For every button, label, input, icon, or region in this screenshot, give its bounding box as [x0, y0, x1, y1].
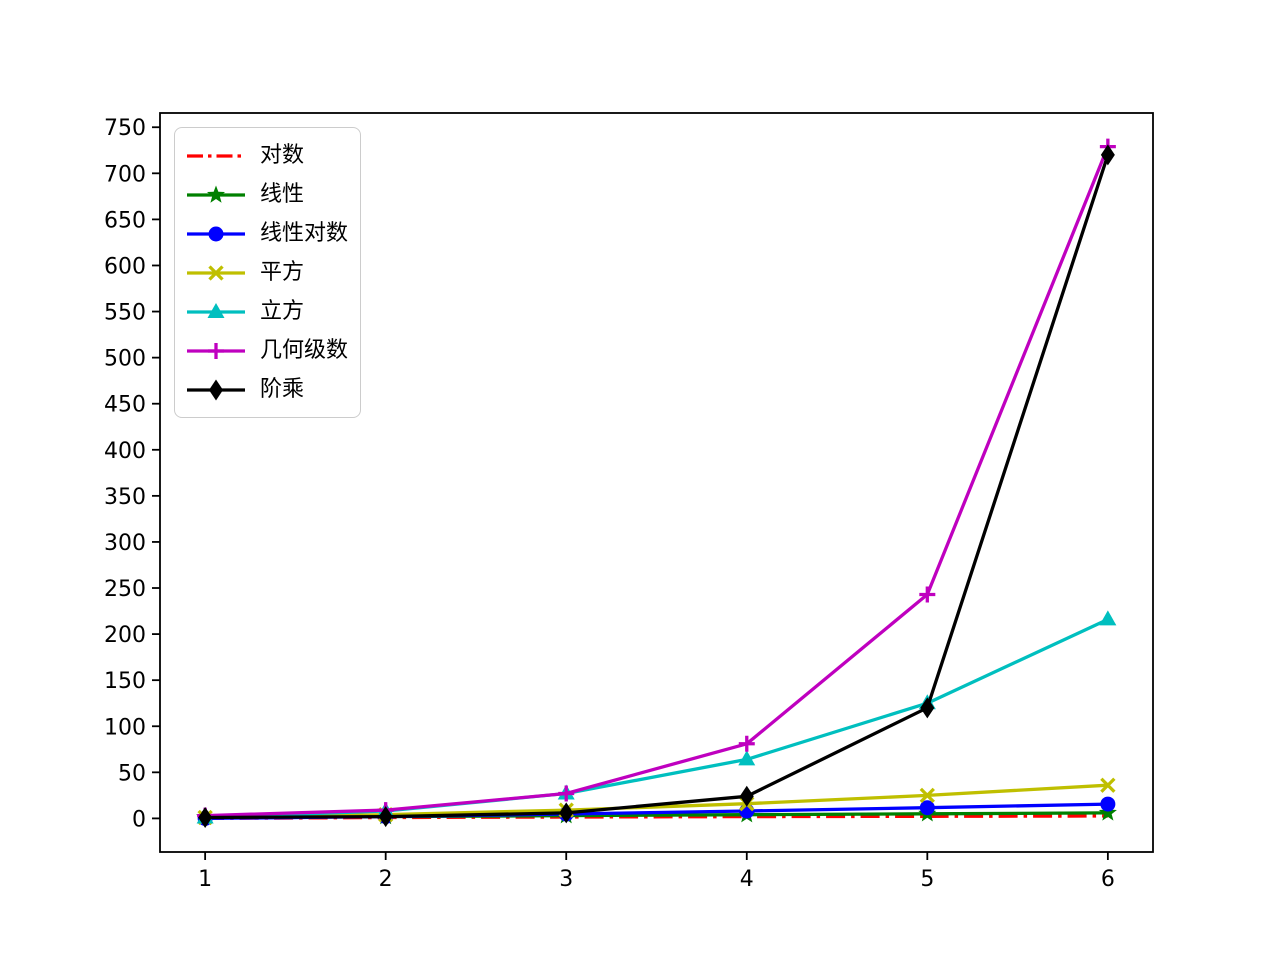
plus-marker — [208, 342, 224, 359]
legend-label: 线性对数 — [260, 220, 349, 246]
legend-line-sample — [187, 185, 245, 203]
x-marker — [208, 264, 224, 281]
legend-label: 几何级数 — [260, 337, 349, 363]
legend-item: 阶乘 — [185, 370, 348, 409]
legend-item: 平方 — [185, 253, 348, 292]
circle-marker — [919, 800, 935, 816]
y-tick-label: 650 — [104, 208, 146, 233]
y-tick-label: 200 — [104, 623, 146, 648]
legend-item: 线性对数 — [185, 214, 348, 253]
diamond-marker — [739, 785, 754, 807]
legend-line-sample — [187, 264, 245, 281]
legend-item: 几何级数 — [185, 331, 348, 370]
legend-line-sample — [187, 302, 245, 318]
star-marker — [1098, 803, 1117, 821]
legend-item: 立方 — [185, 292, 348, 331]
diamond-marker — [559, 802, 574, 824]
y-tick-label: 0 — [132, 807, 146, 832]
axes-frame — [159, 112, 1154, 853]
y-tick-label: 100 — [104, 715, 146, 740]
diamond-marker — [1100, 144, 1115, 166]
y-tick-label: 750 — [104, 116, 146, 141]
legend: 对数线性线性对数平方立方几何级数阶乘 — [174, 127, 362, 418]
series-line-4 — [205, 617, 1109, 820]
circle-marker — [1100, 796, 1116, 812]
y-tick-label: 600 — [104, 254, 146, 279]
y-tick-label: 350 — [104, 485, 146, 510]
star-marker — [206, 185, 226, 203]
plus-marker — [919, 586, 936, 603]
diamond-marker — [378, 806, 393, 828]
y-tick-label: 700 — [104, 162, 146, 187]
y-tick-label: 250 — [104, 577, 146, 602]
y-tick-label: 50 — [118, 761, 146, 786]
series-line-6 — [205, 154, 1110, 820]
x-tick-label: 1 — [198, 867, 212, 892]
diamond-marker — [198, 806, 213, 828]
x-tick-label: 6 — [1101, 867, 1115, 892]
diamond-marker — [209, 379, 223, 400]
circle-marker — [208, 226, 224, 241]
y-tick-label: 300 — [104, 531, 146, 556]
x-tick-label: 3 — [559, 867, 573, 892]
legend-line-sample — [187, 226, 245, 241]
legend-label: 立方 — [260, 298, 305, 324]
legend-label: 对数 — [260, 142, 305, 168]
plus-marker — [738, 735, 755, 752]
legend-line-sample — [187, 153, 245, 158]
legend-label: 阶乘 — [260, 376, 305, 402]
x-marker — [919, 787, 935, 804]
y-tick-label: 500 — [104, 347, 146, 372]
y-tick-label: 150 — [104, 669, 146, 694]
triangle-marker — [738, 750, 756, 766]
series-line-5 — [205, 145, 1110, 818]
diamond-marker — [920, 697, 935, 719]
legend-item: 线性 — [185, 175, 348, 214]
legend-line-sample — [187, 379, 245, 400]
x-tick-label: 4 — [740, 867, 754, 892]
legend-item: 对数 — [185, 136, 348, 175]
y-tick-label: 550 — [104, 301, 146, 326]
x-tick-label: 2 — [379, 867, 393, 892]
legend-line-sample — [187, 342, 245, 359]
x-marker — [1100, 777, 1116, 793]
triangle-marker — [1099, 610, 1117, 626]
legend-label: 平方 — [260, 259, 305, 285]
triangle-marker — [207, 302, 225, 318]
y-tick-label: 400 — [104, 439, 146, 464]
y-tick-label: 450 — [104, 393, 146, 418]
legend-label: 线性 — [260, 181, 305, 207]
x-tick-label: 5 — [920, 867, 934, 892]
plus-marker — [558, 785, 575, 802]
